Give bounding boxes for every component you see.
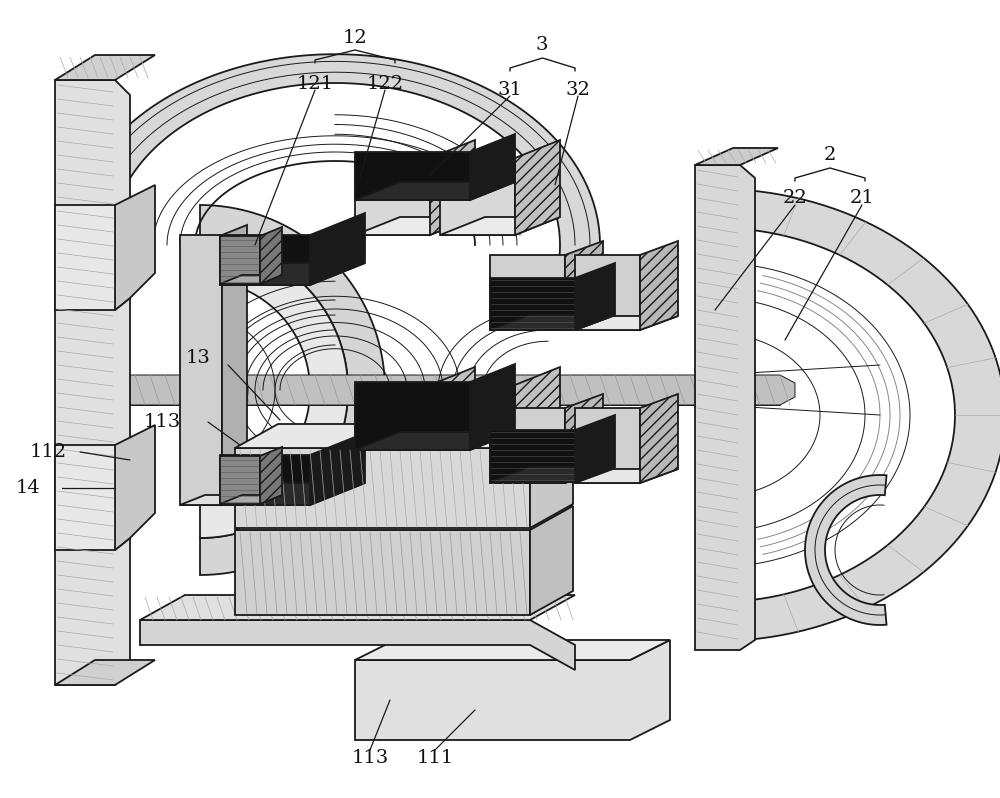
Polygon shape — [640, 394, 678, 483]
Polygon shape — [55, 445, 130, 550]
Polygon shape — [355, 382, 470, 450]
Polygon shape — [55, 55, 155, 80]
Polygon shape — [695, 148, 778, 165]
Polygon shape — [260, 447, 282, 504]
Text: 22: 22 — [783, 189, 807, 207]
Polygon shape — [220, 275, 282, 284]
Polygon shape — [310, 213, 365, 285]
Polygon shape — [140, 620, 575, 670]
Text: 31: 31 — [498, 81, 522, 99]
Polygon shape — [440, 217, 560, 235]
Text: 122: 122 — [366, 75, 404, 93]
Polygon shape — [695, 165, 755, 650]
Polygon shape — [220, 263, 365, 285]
Polygon shape — [575, 469, 678, 483]
Text: 13: 13 — [186, 349, 210, 367]
Polygon shape — [575, 255, 640, 330]
Text: 113: 113 — [143, 413, 181, 431]
Polygon shape — [355, 182, 515, 200]
Polygon shape — [470, 364, 515, 450]
Polygon shape — [515, 140, 560, 235]
Polygon shape — [470, 134, 515, 200]
Text: 2: 2 — [824, 146, 836, 164]
Polygon shape — [430, 367, 475, 448]
Polygon shape — [440, 430, 560, 448]
Polygon shape — [530, 506, 573, 615]
Text: 111: 111 — [416, 749, 454, 767]
Polygon shape — [490, 278, 575, 330]
Polygon shape — [220, 455, 310, 505]
Polygon shape — [235, 424, 573, 448]
Polygon shape — [115, 185, 155, 310]
Polygon shape — [355, 152, 470, 200]
Polygon shape — [575, 415, 615, 482]
Polygon shape — [220, 456, 260, 504]
Text: 12: 12 — [343, 29, 367, 47]
Polygon shape — [575, 408, 640, 483]
Polygon shape — [805, 475, 887, 625]
Polygon shape — [430, 140, 475, 235]
Polygon shape — [490, 408, 565, 483]
Polygon shape — [220, 235, 310, 285]
Polygon shape — [575, 263, 615, 330]
Polygon shape — [640, 241, 678, 330]
Polygon shape — [235, 506, 573, 530]
Polygon shape — [235, 448, 530, 528]
Polygon shape — [260, 227, 282, 284]
Polygon shape — [565, 241, 603, 330]
Polygon shape — [70, 54, 600, 262]
Polygon shape — [490, 255, 565, 330]
Text: 14: 14 — [16, 479, 40, 497]
Polygon shape — [180, 235, 222, 505]
Text: 21: 21 — [850, 189, 874, 207]
Polygon shape — [115, 425, 155, 550]
Polygon shape — [440, 158, 515, 235]
Polygon shape — [355, 430, 475, 448]
Polygon shape — [310, 433, 365, 505]
Polygon shape — [355, 217, 475, 235]
Polygon shape — [490, 467, 615, 482]
Polygon shape — [355, 640, 670, 660]
Polygon shape — [575, 316, 678, 330]
Polygon shape — [55, 205, 130, 310]
Polygon shape — [565, 394, 603, 483]
Polygon shape — [490, 315, 615, 330]
Polygon shape — [220, 483, 365, 505]
Polygon shape — [355, 158, 430, 235]
Text: 113: 113 — [351, 749, 389, 767]
Polygon shape — [220, 495, 282, 504]
Polygon shape — [723, 189, 1000, 641]
Polygon shape — [440, 385, 515, 448]
Polygon shape — [490, 430, 575, 482]
Polygon shape — [490, 469, 603, 483]
Polygon shape — [140, 595, 575, 620]
Text: 3: 3 — [536, 36, 548, 54]
Polygon shape — [180, 495, 247, 505]
Polygon shape — [530, 424, 573, 528]
Polygon shape — [200, 205, 385, 575]
Text: 121: 121 — [296, 75, 334, 93]
Text: 32: 32 — [566, 81, 590, 99]
Polygon shape — [515, 367, 560, 448]
Polygon shape — [130, 375, 795, 405]
Polygon shape — [355, 640, 670, 740]
Polygon shape — [220, 236, 260, 284]
Polygon shape — [355, 432, 515, 450]
Polygon shape — [490, 316, 603, 330]
Polygon shape — [222, 225, 247, 505]
Polygon shape — [200, 242, 348, 538]
Polygon shape — [235, 530, 530, 615]
Polygon shape — [55, 80, 130, 685]
Text: 112: 112 — [29, 443, 67, 461]
Polygon shape — [355, 385, 430, 448]
Polygon shape — [55, 660, 155, 685]
